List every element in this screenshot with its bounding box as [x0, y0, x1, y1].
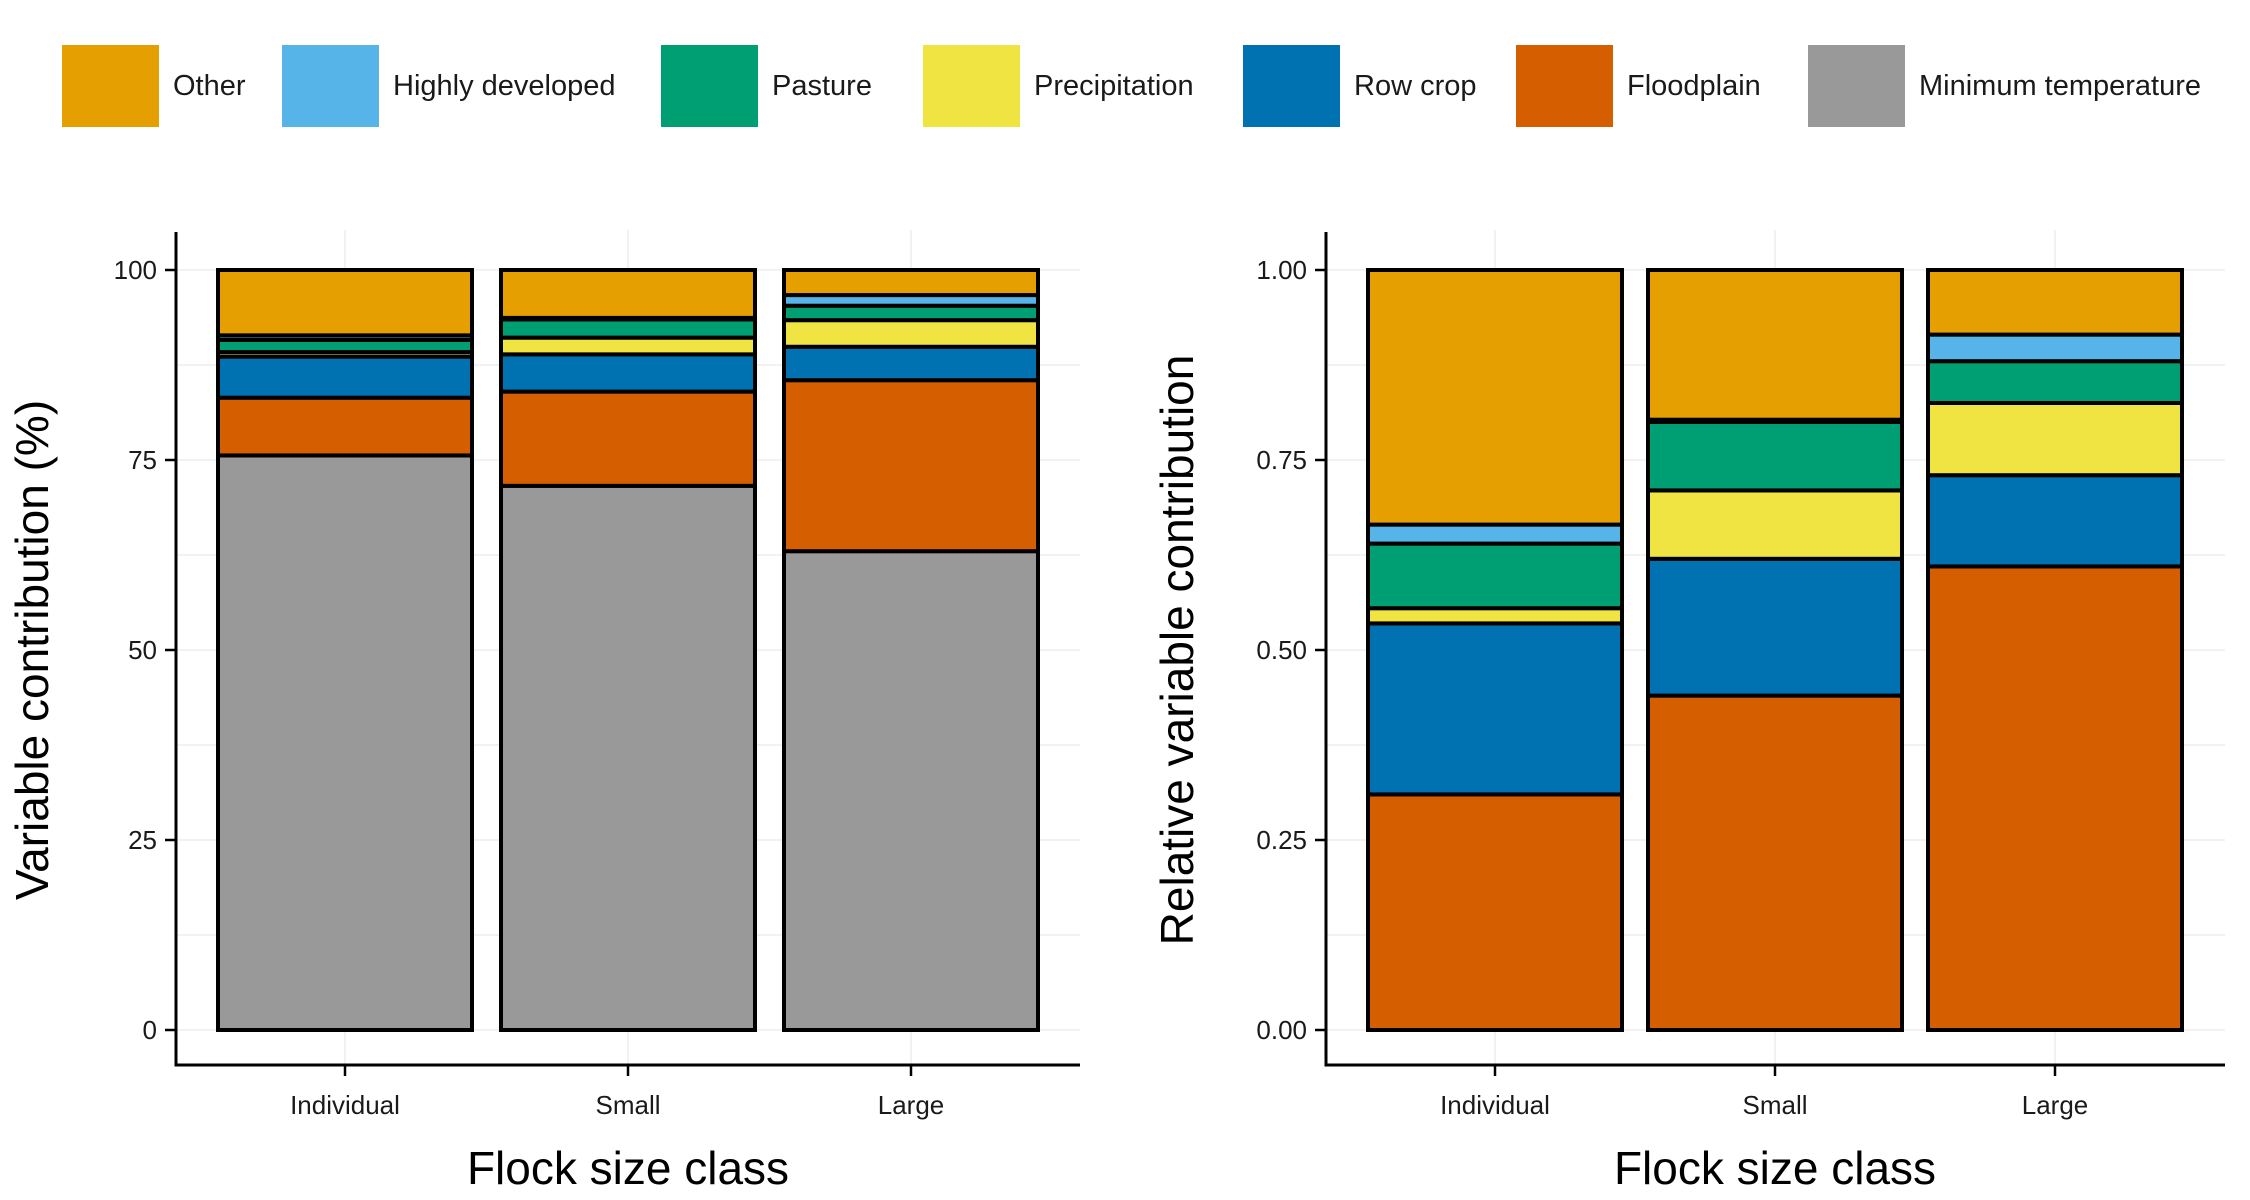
legend-swatch [1243, 45, 1340, 127]
bar-segment-small-pasture [499, 317, 757, 340]
y-tick-label: 0.75 [1256, 445, 1307, 475]
legend-item-row-crop: Row crop [1243, 45, 1477, 127]
bar-segment-individual-other [216, 268, 474, 338]
bar-segment-large-other [782, 268, 1040, 298]
bar-segment-small-other [1646, 268, 1904, 422]
bar-segment-small-other [499, 268, 757, 320]
legend-swatch [923, 45, 1020, 127]
legend-swatch [282, 45, 379, 127]
legend-swatch [661, 45, 758, 127]
bar-segment-small-precipitation [499, 335, 757, 357]
x-tick-label-small: Small [595, 1090, 660, 1120]
x-axis-title: Flock size class [467, 1142, 789, 1194]
x-tick-label-individual: Individual [1440, 1090, 1550, 1120]
y-tick-label: 1.00 [1256, 255, 1307, 285]
bar-segment-small-floodplain [499, 389, 757, 488]
x-tick-label-large: Large [878, 1090, 945, 1120]
bar-segment-individual-floodplain [1366, 792, 1624, 1033]
x-tick-label-small: Small [1742, 1090, 1807, 1120]
legend-label: Row crop [1354, 69, 1477, 102]
legend-label: Pasture [772, 69, 872, 102]
bar-segment-large-floodplain [782, 378, 1040, 554]
bar-segment-individual-minimum-temperature [216, 453, 474, 1032]
left-chart-panel: 0 25 50 75 100 Individual Small Large Flock size… [6, 230, 1080, 1194]
legend-label: Other [173, 69, 246, 102]
bar-segment-individual-row-crop [1366, 621, 1624, 797]
bar-segment-small-precipitation [1646, 488, 1904, 561]
y-tick-label: 0.50 [1256, 635, 1307, 665]
left-bars [216, 268, 1040, 1032]
right-chart-panel: 0.00 0.25 0.50 0.75 1.00 Individual Small Large… [1151, 230, 2225, 1194]
legend: Other Highly developed Pasture Precipitatio… [0, 0, 2250, 175]
bar-segment-large-precipitation [782, 318, 1040, 349]
bar-segment-small-pasture [1646, 420, 1904, 493]
legend-label: Minimum temperature [1919, 69, 2202, 102]
bar-segment-large-pasture [1926, 359, 2184, 406]
legend-label: Floodplain [1627, 69, 1761, 102]
bar-segment-individual-highly-developed [1366, 522, 1624, 546]
bar-segment-individual-pasture [1366, 541, 1624, 611]
legend-swatch [1516, 45, 1613, 127]
x-tick-label-individual: Individual [290, 1090, 400, 1120]
left-axes: 0 25 50 75 100 Individual Small Large [114, 232, 1080, 1120]
legend-item-other: Other [62, 45, 246, 127]
y-tick-label: 75 [128, 445, 157, 475]
bar-segment-large-pasture [782, 303, 1040, 323]
x-tick-label-large: Large [2022, 1090, 2089, 1120]
bar-segment-large-other [1926, 268, 2184, 337]
y-axis-title: Variable contribution (%) [6, 400, 58, 900]
bar-segment-small-minimum-temperature [499, 483, 757, 1032]
y-tick-label: 0.00 [1256, 1015, 1307, 1045]
y-tick-label: 100 [114, 255, 157, 285]
legend-item-floodplain: Floodplain [1516, 45, 1761, 127]
bar-segment-individual-row-crop [216, 354, 474, 400]
right-bars [1366, 268, 2184, 1033]
y-tick-label: 0.25 [1256, 825, 1307, 855]
bar-segment-large-minimum-temperature [782, 549, 1040, 1032]
y-tick-label: 50 [128, 635, 157, 665]
bar-segment-large-floodplain [1926, 564, 2184, 1033]
y-tick-label: 0 [143, 1015, 157, 1045]
legend-label: Precipitation [1034, 69, 1194, 102]
bar-segment-large-row-crop [782, 344, 1040, 383]
legend-swatch [62, 45, 159, 127]
y-axis-title: Relative variable contribution [1151, 355, 1203, 946]
legend-swatch [1808, 45, 1905, 127]
legend-label: Highly developed [393, 69, 616, 102]
legend-item-pasture: Pasture [661, 45, 872, 127]
bar-segment-small-row-crop [499, 352, 757, 394]
x-axis-title: Flock size class [1614, 1142, 1936, 1194]
bar-segment-large-highly-developed [1926, 332, 2184, 364]
legend-item-highly-developed: Highly developed [282, 45, 615, 127]
bar-segment-individual-floodplain [216, 395, 474, 458]
bar-segment-large-row-crop [1926, 473, 2184, 569]
right-axes: 0.00 0.25 0.50 0.75 1.00 Individual Small Large [1256, 232, 2225, 1120]
bar-segment-individual-other [1366, 268, 1624, 527]
bar-segment-large-precipitation [1926, 401, 2184, 478]
legend-item-minimum-temperature: Minimum temperature [1808, 45, 2201, 127]
bar-segment-individual-precipitation [1366, 606, 1624, 626]
y-tick-label: 25 [128, 825, 157, 855]
legend-item-precipitation: Precipitation [923, 45, 1194, 127]
bar-segment-small-floodplain [1646, 693, 1904, 1032]
bar-segment-small-row-crop [1646, 556, 1904, 698]
